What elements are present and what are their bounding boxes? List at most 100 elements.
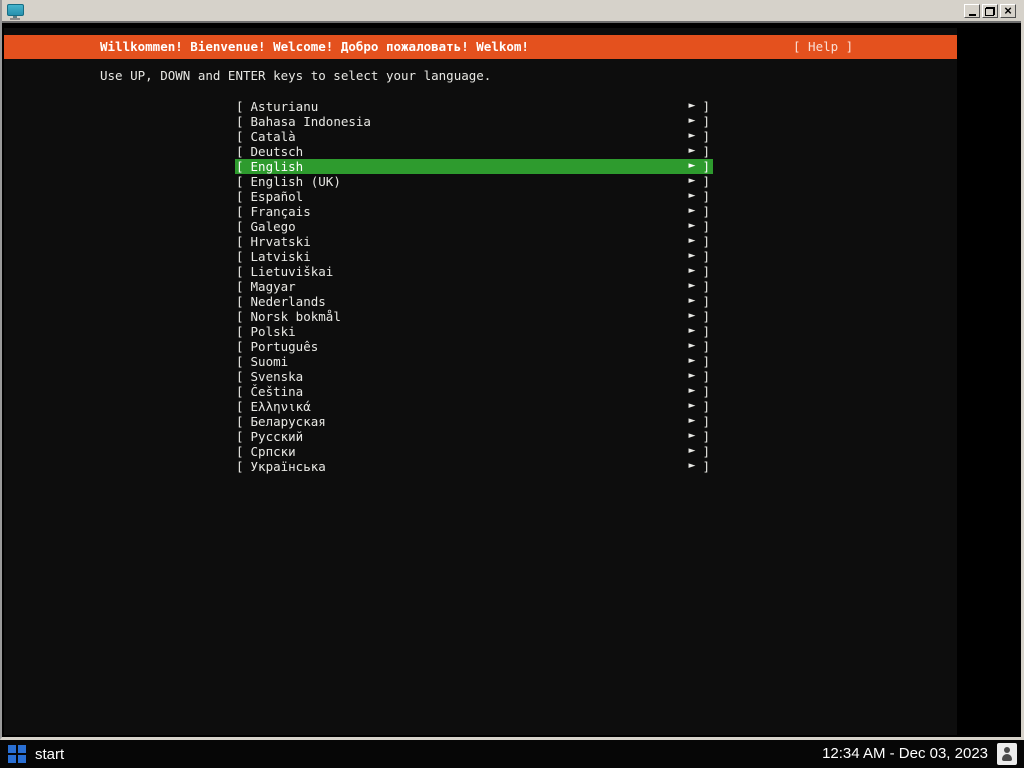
close-button[interactable]: × <box>1000 4 1016 18</box>
language-label: Magyar <box>250 279 296 294</box>
language-row[interactable]: [ Galego ► ] <box>235 219 713 234</box>
language-label: Deutsch <box>250 144 304 159</box>
row-arrow-icon: ► <box>688 416 696 426</box>
language-row[interactable]: [ Nederlands ► ] <box>235 294 713 309</box>
language-row[interactable]: [ Українська ► ] <box>235 459 713 474</box>
language-row[interactable]: [ Hrvatski ► ] <box>235 234 713 249</box>
banner-title: Willkommen! Bienvenue! Welcome! Добро по… <box>100 39 529 54</box>
row-open-bracket: [ <box>236 114 244 129</box>
row-close-bracket: ] <box>702 354 710 369</box>
restore-button[interactable] <box>982 4 998 18</box>
language-row[interactable]: [ Deutsch ► ] <box>235 144 713 159</box>
row-open-bracket: [ <box>236 369 244 384</box>
restore-icon <box>985 6 995 16</box>
row-arrow-icon: ► <box>688 116 696 126</box>
row-open-bracket: [ <box>236 339 244 354</box>
row-close-bracket: ] <box>702 324 710 339</box>
monitor-icon <box>7 3 25 20</box>
language-label: Русский <box>250 429 304 444</box>
language-row[interactable]: [ Svenska ► ] <box>235 369 713 384</box>
row-open-bracket: [ <box>236 189 244 204</box>
language-label: Беларуская <box>250 414 326 429</box>
row-open-bracket: [ <box>236 459 244 474</box>
language-label: Galego <box>250 219 296 234</box>
language-row[interactable]: [ Српски ► ] <box>235 444 713 459</box>
language-label: Svenska <box>250 369 304 384</box>
row-open-bracket: [ <box>236 399 244 414</box>
language-row[interactable]: [ Magyar ► ] <box>235 279 713 294</box>
row-close-bracket: ] <box>702 264 710 279</box>
row-close-bracket: ] <box>702 144 710 159</box>
language-label: Српски <box>250 444 296 459</box>
row-arrow-icon: ► <box>688 101 696 111</box>
language-label: Suomi <box>250 354 289 369</box>
language-row[interactable]: [ Português ► ] <box>235 339 713 354</box>
row-open-bracket: [ <box>236 204 244 219</box>
close-icon: × <box>1004 3 1012 18</box>
language-row[interactable]: [ Lietuviškai ► ] <box>235 264 713 279</box>
language-row[interactable]: [ Español ► ] <box>235 189 713 204</box>
windows-logo-icon <box>8 745 26 763</box>
row-arrow-icon: ► <box>688 281 696 291</box>
row-open-bracket: [ <box>236 249 244 264</box>
row-open-bracket: [ <box>236 219 244 234</box>
row-arrow-icon: ► <box>688 356 696 366</box>
language-label: Українська <box>250 459 326 474</box>
language-row[interactable]: [ Bahasa Indonesia ► ] <box>235 114 713 129</box>
language-row[interactable]: [ Latviski ► ] <box>235 249 713 264</box>
row-arrow-icon: ► <box>688 311 696 321</box>
row-close-bracket: ] <box>702 114 710 129</box>
taskbar-clock[interactable]: 12:34 AM - Dec 03, 2023 <box>822 745 988 762</box>
installer-screen: Willkommen! Bienvenue! Welcome! Добро по… <box>4 28 957 735</box>
row-open-bracket: [ <box>236 159 244 174</box>
row-close-bracket: ] <box>702 444 710 459</box>
row-arrow-icon: ► <box>688 431 696 441</box>
row-arrow-icon: ► <box>688 341 696 351</box>
window-controls: × <box>964 4 1016 18</box>
vm-console-window: × Willkommen! Bienvenue! Welcome! Добро … <box>0 0 1024 740</box>
language-row[interactable]: [ Беларуская ► ] <box>235 414 713 429</box>
row-open-bracket: [ <box>236 174 244 189</box>
language-row[interactable]: [ English ► ] <box>235 159 713 174</box>
taskbar: start 12:34 AM - Dec 03, 2023 <box>0 740 1024 768</box>
language-row[interactable]: [ Русский ► ] <box>235 429 713 444</box>
language-label: Latviski <box>250 249 311 264</box>
row-open-bracket: [ <box>236 144 244 159</box>
row-close-bracket: ] <box>702 339 710 354</box>
language-row[interactable]: [ Ελληνικά ► ] <box>235 399 713 414</box>
row-arrow-icon: ► <box>688 251 696 261</box>
row-arrow-icon: ► <box>688 236 696 246</box>
row-open-bracket: [ <box>236 234 244 249</box>
row-open-bracket: [ <box>236 309 244 324</box>
start-button[interactable]: start <box>0 740 74 768</box>
language-row[interactable]: [ English (UK) ► ] <box>235 174 713 189</box>
window-titlebar[interactable]: × <box>2 0 1021 23</box>
start-label: start <box>35 745 65 763</box>
row-open-bracket: [ <box>236 294 244 309</box>
language-row[interactable]: [ Català ► ] <box>235 129 713 144</box>
language-row[interactable]: [ Asturianu ► ] <box>235 99 713 114</box>
row-arrow-icon: ► <box>688 221 696 231</box>
language-label: Polski <box>250 324 296 339</box>
row-arrow-icon: ► <box>688 206 696 216</box>
help-button[interactable]: [ Help ] <box>793 39 854 54</box>
row-close-bracket: ] <box>702 129 710 144</box>
row-close-bracket: ] <box>702 189 710 204</box>
language-list: [ Asturianu ► ] [ Bahasa Indonesia ► ] [… <box>235 99 713 474</box>
row-close-bracket: ] <box>702 429 710 444</box>
language-label: Hrvatski <box>250 234 311 249</box>
language-row[interactable]: [ Čeština ► ] <box>235 384 713 399</box>
minimize-button[interactable] <box>964 4 980 18</box>
language-row[interactable]: [ Norsk bokmål ► ] <box>235 309 713 324</box>
tray-user-icon[interactable] <box>997 743 1017 765</box>
language-row[interactable]: [ Polski ► ] <box>235 324 713 339</box>
language-label: Português <box>250 339 319 354</box>
row-close-bracket: ] <box>702 159 710 174</box>
language-label: English <box>250 159 304 174</box>
row-close-bracket: ] <box>702 279 710 294</box>
row-close-bracket: ] <box>702 249 710 264</box>
language-row[interactable]: [ Français ► ] <box>235 204 713 219</box>
console-area: Willkommen! Bienvenue! Welcome! Добро по… <box>2 25 1021 737</box>
language-row[interactable]: [ Suomi ► ] <box>235 354 713 369</box>
